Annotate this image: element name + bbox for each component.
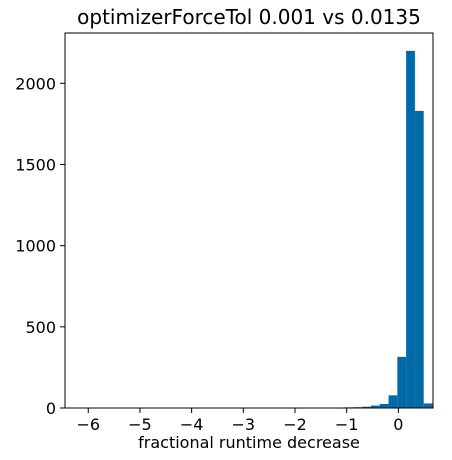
y-tick-label: 1500: [15, 155, 56, 174]
histogram-bar: [397, 356, 407, 408]
histogram-bar: [388, 395, 398, 408]
x-axis-label: fractional runtime decrease: [138, 433, 360, 452]
histogram-bars: [291, 50, 433, 409]
histogram-bar: [406, 50, 415, 408]
x-tick-label: −1: [335, 415, 359, 434]
y-tick-label: 500: [25, 318, 56, 337]
x-tick-label: −4: [180, 415, 204, 434]
histogram-bar: [423, 403, 433, 408]
x-tick-label: −3: [232, 415, 256, 434]
plot-frame: [64, 32, 434, 409]
histogram-bar: [362, 406, 371, 408]
y-axis: 0 500 1000 1500 2000: [15, 74, 65, 418]
x-tick-label: 0: [393, 415, 403, 434]
x-tick-label: −2: [283, 415, 307, 434]
histogram-bar: [414, 110, 424, 408]
x-tick-label: −5: [128, 415, 152, 434]
x-axis: −6 −5 −4 −3 −2 −1 0: [76, 408, 403, 434]
chart-title: optimizerForceTol 0.001 vs 0.0135: [77, 5, 421, 29]
y-tick-label: 1000: [15, 237, 56, 256]
y-tick-label: 0: [46, 399, 56, 418]
histogram-bar: [379, 403, 389, 408]
y-tick-label: 2000: [15, 74, 56, 93]
histogram-bar: [370, 405, 380, 408]
x-tick-label: −6: [76, 415, 100, 434]
